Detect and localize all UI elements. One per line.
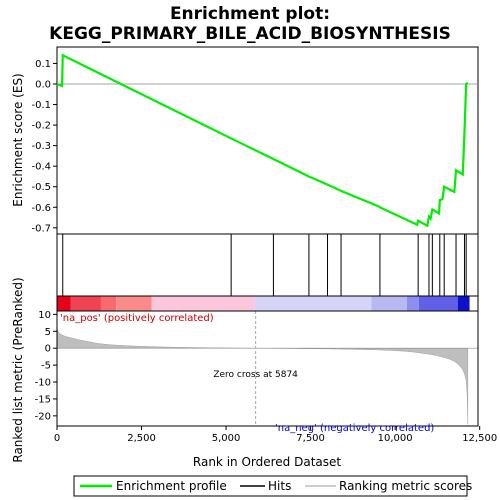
colorbar-segment [371,296,407,311]
metric-y-tick-label: -15 [35,394,51,405]
hit-lines [63,234,466,296]
x-tick-label: 12,500 [462,433,497,444]
colorbar-segment [71,296,101,311]
es-y-tick-label: -0.1 [31,100,51,111]
x-tick-label: 2,500 [127,433,156,444]
es-panel-frame [57,47,478,234]
es-y-tick-label: 0.1 [35,59,51,70]
legend-label-ranking-metric: Ranking metric scores [339,479,472,493]
legend: Enrichment profile Hits Ranking metric s… [74,476,472,496]
metric-y-tick-label: 10 [38,310,51,321]
colorbar-segment [255,296,372,311]
es-y-tick-label: 0.0 [35,79,51,90]
colorbar-segment [116,296,152,311]
colorbar-segment [101,296,116,311]
zero-cross-label: Zero cross at 5874 [213,370,298,380]
colorbar-segment [407,296,419,311]
x-tick-label: 7,500 [296,433,325,444]
colorbar-segment [152,296,255,311]
metric-y-tick-label: -10 [35,378,51,389]
metric-panel-frame [57,311,478,426]
x-tick-label: 10,000 [378,433,413,444]
x-tick-label: 0 [54,433,60,444]
es-y-ticks: 0.1 0.0 -0.1 -0.2 -0.3 -0.4 -0.5 -0.6 -0.7 [31,59,57,234]
chart-title-line1: Enrichment plot: [170,4,330,24]
metric-y-ticks: 10 5 0 -5 -10 -15 -20 [35,310,57,422]
es-y-tick-label: -0.3 [31,141,51,152]
es-panel: 0.1 0.0 -0.1 -0.2 -0.3 -0.4 -0.5 -0.6 -0.7 Enric… [11,47,478,234]
x-tick-label: 5,000 [212,433,241,444]
colorbar-segment [458,296,470,311]
es-y-tick-label: -0.5 [31,182,51,193]
chart-title-line2: KEGG_PRIMARY_BILE_ACID_BIOSYNTHESIS [49,24,451,44]
metric-y-tick-label: -20 [35,411,51,422]
metric-y-tick-label: 0 [45,344,51,355]
metric-y-axis-label: Ranked list metric (PreRanked) [11,277,25,462]
es-y-tick-label: -0.2 [31,121,51,132]
hits-panel [57,234,478,296]
es-y-axis-label: Enrichment score (ES) [11,73,25,206]
enrichment-profile-line [57,55,468,226]
ranking-colorbar [57,296,470,311]
legend-label-hits: Hits [268,479,291,493]
es-y-tick-label: -0.4 [31,162,51,173]
es-y-tick-label: -0.7 [31,223,51,234]
metric-y-tick-label: 5 [45,327,51,338]
x-axis-label: Rank in Ordered Dataset [193,455,341,469]
es-y-tick-label: -0.6 [31,203,51,214]
positive-correlation-label: 'na_pos' (positively correlated) [60,313,214,324]
legend-label-enrichment-profile: Enrichment profile [116,479,227,493]
hits-panel-frame [57,234,478,296]
metric-y-tick-label: -5 [41,361,51,372]
colorbar-segment [419,296,458,311]
colorbar-segment [57,296,71,311]
